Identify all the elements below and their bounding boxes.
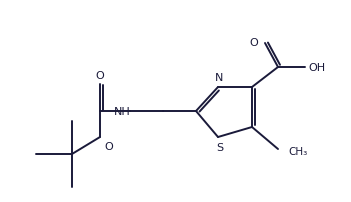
Text: NH: NH (114, 106, 131, 116)
Text: OH: OH (308, 63, 325, 73)
Text: O: O (104, 141, 113, 151)
Text: S: S (217, 142, 224, 152)
Text: O: O (249, 38, 258, 48)
Text: N: N (215, 73, 223, 83)
Text: O: O (95, 71, 104, 81)
Text: CH₃: CH₃ (288, 146, 307, 156)
